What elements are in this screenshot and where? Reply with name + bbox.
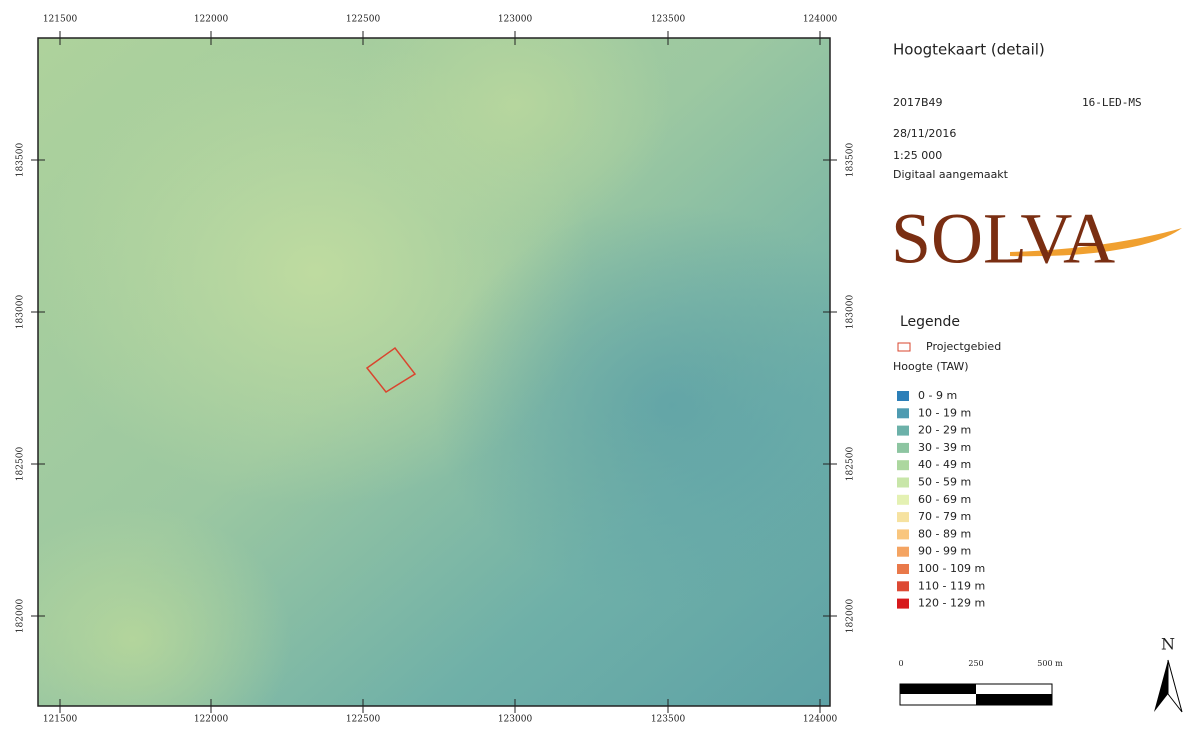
- north-arrow: [1168, 660, 1182, 712]
- elevation-raster: [38, 38, 830, 706]
- y-coord-label: 183000: [16, 295, 26, 330]
- legend-label: 90 - 99 m: [918, 545, 971, 558]
- legend-swatch: [897, 512, 909, 522]
- legend-swatch: [897, 478, 909, 488]
- legend-label: 120 - 129 m: [918, 597, 985, 610]
- logo: SOLVA: [891, 199, 1115, 279]
- legend-swatch: [897, 391, 909, 401]
- north-arrow: [1154, 660, 1168, 712]
- x-coord-label: 122500: [346, 15, 381, 25]
- y-coord-label: 183500: [16, 143, 26, 178]
- scalebar: [900, 684, 1052, 705]
- y-coord-label: 182000: [16, 599, 26, 634]
- scale-label: 250: [968, 659, 983, 668]
- y-coord-label: 182500: [846, 447, 856, 482]
- x-coord-label: 122500: [346, 715, 381, 725]
- x-coord-label: 123500: [651, 15, 686, 25]
- y-coord-label: 183500: [846, 143, 856, 178]
- y-coord-label: 182000: [846, 599, 856, 634]
- note: Digitaal aangemaakt: [893, 168, 1009, 181]
- x-coord-label: 122000: [194, 715, 229, 725]
- legend-swatch: [897, 564, 909, 574]
- scale-label: 0: [898, 659, 903, 668]
- legend-swatch: [897, 495, 909, 505]
- legend-label: 50 - 59 m: [918, 476, 971, 489]
- scale-label: 500 m: [1037, 659, 1063, 668]
- date: 28/11/2016: [893, 127, 956, 140]
- legend-swatch: [897, 599, 909, 609]
- x-coord-label: 124000: [803, 715, 838, 725]
- project-label: Projectgebied: [926, 340, 1001, 353]
- legend-label: 70 - 79 m: [918, 510, 971, 523]
- x-coord-label: 123500: [651, 715, 686, 725]
- title: Hoogtekaart (detail): [893, 41, 1045, 59]
- code: 2017B49: [893, 96, 943, 109]
- legend-label: 80 - 89 m: [918, 527, 971, 540]
- scalebar-segment: [900, 684, 976, 694]
- legend-label: 30 - 39 m: [918, 441, 971, 454]
- x-coord-label: 121500: [43, 15, 78, 25]
- legend-swatch: [897, 460, 909, 470]
- map-page: 121500 121500 122000 122000 122500 122500 1230…: [0, 0, 1190, 731]
- reference: 16-LED-MS: [1082, 96, 1142, 109]
- legend-label: 10 - 19 m: [918, 406, 971, 419]
- height-title: Hoogte (TAW): [893, 360, 969, 373]
- scalebar-segment: [976, 694, 1052, 705]
- map-frame: [38, 38, 830, 706]
- x-coord-label: 121500: [43, 715, 78, 725]
- legend-label: 60 - 69 m: [918, 493, 971, 506]
- legend-swatch: [897, 547, 909, 557]
- legend-swatch: [897, 529, 909, 539]
- legend-label: 0 - 9 m: [918, 389, 957, 402]
- legend-label: 110 - 119 m: [918, 579, 985, 592]
- y-coord-label: 183000: [846, 295, 856, 330]
- legend-swatch: [897, 581, 909, 591]
- project-swatch: [898, 343, 910, 351]
- x-coord-label: 124000: [803, 15, 838, 25]
- y-coord-label: 182500: [16, 447, 26, 482]
- legend-label: 100 - 109 m: [918, 562, 985, 575]
- legend-swatch: [897, 426, 909, 436]
- legend-label: 20 - 29 m: [918, 424, 971, 437]
- x-coord-label: 123000: [498, 715, 533, 725]
- x-coord-label: 122000: [194, 15, 229, 25]
- legend-swatch: [897, 443, 909, 453]
- scale: 1:25 000: [893, 149, 942, 162]
- legend-swatch: [897, 408, 909, 418]
- legend-title: Legende: [900, 314, 960, 330]
- north-label: N: [1161, 635, 1175, 654]
- x-coord-label: 123000: [498, 15, 533, 25]
- side-panel: Hoogtekaart (detail) 2017B49 16-LED-MS 2…: [891, 41, 1182, 713]
- legend-label: 40 - 49 m: [918, 458, 971, 471]
